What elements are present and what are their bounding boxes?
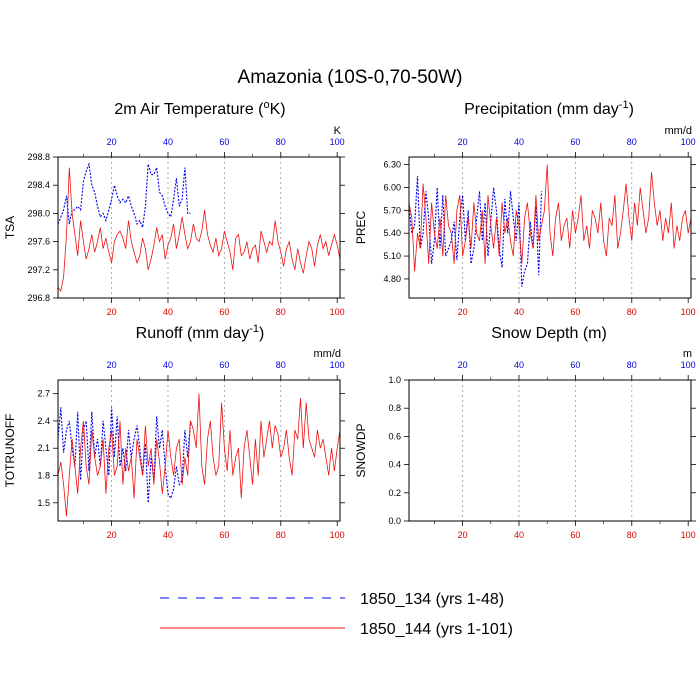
y-tick-label: 5.40 (383, 228, 401, 238)
y-tick-label: 297.6 (27, 237, 50, 247)
y-tick-label: 1.0 (388, 375, 401, 385)
y-tick-label: 2.4 (37, 416, 50, 426)
x-tick-label-bottom: 20 (458, 530, 468, 540)
y-tick-label: 6.00 (383, 182, 401, 192)
y-axis-label: PREC (354, 210, 368, 244)
x-tick-label-bottom: 40 (514, 530, 524, 540)
y-tick-label: 0.8 (388, 403, 401, 413)
x-tick-label-bottom: 80 (276, 530, 286, 540)
x-tick-label-bottom: 40 (514, 307, 524, 317)
y-tick-label: 297.2 (27, 265, 50, 275)
y-tick-label: 0.4 (388, 460, 401, 470)
x-tick-label-bottom: 40 (163, 307, 173, 317)
x-tick-label-bottom: 60 (219, 530, 229, 540)
x-tick-label-bottom: 100 (330, 530, 345, 540)
chart-panel-prec: Precipitation (mm day-1) PREC mm/d 20 20 40 40… (354, 99, 696, 317)
units-label: mm/d (314, 348, 342, 360)
x-tick-label-bottom: 40 (163, 530, 173, 540)
series-line-1850-144 (57, 393, 341, 517)
x-tick-label-bottom: 80 (627, 530, 637, 540)
figure-title: Amazonia (10S-0,70-50W) (238, 67, 463, 88)
x-tick-label-top: 40 (514, 137, 524, 147)
y-axis-label: TSA (3, 216, 17, 239)
x-tick-label-top: 20 (458, 360, 468, 370)
x-tick-label-bottom: 100 (330, 307, 345, 317)
y-tick-label: 5.70 (383, 205, 401, 215)
y-tick-label: 2.7 (37, 389, 50, 399)
y-tick-label: 4.80 (383, 274, 401, 284)
panel-title: 2m Air Temperature (oK) (114, 99, 285, 118)
x-tick-label-top: 60 (570, 360, 580, 370)
y-tick-label: 1.8 (37, 471, 50, 481)
y-tick-label: 1.5 (37, 498, 50, 508)
x-tick-label-bottom: 60 (570, 530, 580, 540)
x-tick-label-top: 100 (330, 360, 345, 370)
y-tick-label: 298.8 (27, 152, 50, 162)
units-label: K (334, 125, 342, 137)
panel-title: Snow Depth (m) (491, 325, 607, 342)
y-axis-label: SNOWDP (354, 424, 368, 478)
x-tick-label-top: 80 (627, 137, 637, 147)
x-tick-label-top: 100 (681, 360, 696, 370)
x-tick-label-bottom: 80 (627, 307, 637, 317)
x-tick-label-top: 80 (276, 360, 286, 370)
series-line-1850-144 (57, 167, 341, 292)
x-tick-label-bottom: 60 (570, 307, 580, 317)
panel-title: Runoff (mm day-1) (136, 323, 265, 342)
series-line-1850-134 (57, 161, 191, 230)
x-tick-label-top: 40 (514, 360, 524, 370)
x-tick-label-bottom: 20 (458, 307, 468, 317)
x-tick-label-top: 80 (276, 137, 286, 147)
x-tick-label-top: 60 (219, 137, 229, 147)
series-line-1850-134 (57, 407, 192, 503)
y-tick-label: 296.8 (27, 293, 50, 303)
plot-frame (408, 379, 692, 522)
y-tick-label: 298.4 (27, 180, 50, 190)
x-tick-label-bottom: 100 (681, 307, 696, 317)
x-tick-label-top: 20 (107, 360, 117, 370)
x-tick-label-bottom: 20 (107, 307, 117, 317)
y-tick-label: 298.0 (27, 208, 50, 218)
x-tick-label-bottom: 60 (219, 307, 229, 317)
legend-label: 1850_144 (yrs 1-101) (360, 621, 513, 638)
legend: 1850_134 (yrs 1-48) 1850_144 (yrs 1-101) (160, 591, 513, 638)
panel-grid: 2m Air Temperature (oK) TSA K 20 20 40 40 60 60 8… (3, 99, 696, 540)
plot-frame (408, 156, 692, 299)
series-line-1850-134 (408, 176, 543, 287)
series-line-1850-144 (408, 164, 692, 272)
x-tick-label-top: 20 (107, 137, 117, 147)
units-label: mm/d (665, 125, 693, 137)
y-tick-label: 0.0 (388, 516, 401, 526)
y-tick-label: 5.10 (383, 251, 401, 261)
y-tick-label: 2.1 (37, 443, 50, 453)
x-tick-label-top: 60 (219, 360, 229, 370)
x-tick-label-bottom: 80 (276, 307, 286, 317)
y-tick-label: 0.6 (388, 431, 401, 441)
y-tick-label: 6.30 (383, 160, 401, 170)
plot-frame (57, 156, 341, 299)
y-tick-label: 0.2 (388, 488, 401, 498)
x-tick-label-bottom: 100 (681, 530, 696, 540)
y-axis-label: TOTRUNOFF (3, 414, 17, 488)
x-tick-label-bottom: 20 (107, 530, 117, 540)
x-tick-label-top: 60 (570, 137, 580, 147)
x-tick-label-top: 80 (627, 360, 637, 370)
x-tick-label-top: 100 (330, 137, 345, 147)
chart-panel-tsa: 2m Air Temperature (oK) TSA K 20 20 40 40 60 60 8… (3, 99, 345, 317)
x-tick-label-top: 40 (163, 137, 173, 147)
units-label: m (683, 348, 692, 360)
legend-label: 1850_134 (yrs 1-48) (360, 591, 504, 608)
plot-frame (57, 379, 341, 522)
chart-panel-snowdp: Snow Depth (m) SNOWDP m 20 20 40 40 60 60 80 80 100… (354, 325, 696, 540)
panel-title: Precipitation (mm day-1) (464, 99, 634, 118)
chart-panel-totrunoff: Runoff (mm day-1) TOTRUNOFF mm/d 20 20 40 40 60… (3, 323, 345, 540)
x-tick-label-top: 100 (681, 137, 696, 147)
x-tick-label-top: 40 (163, 360, 173, 370)
x-tick-label-top: 20 (458, 137, 468, 147)
